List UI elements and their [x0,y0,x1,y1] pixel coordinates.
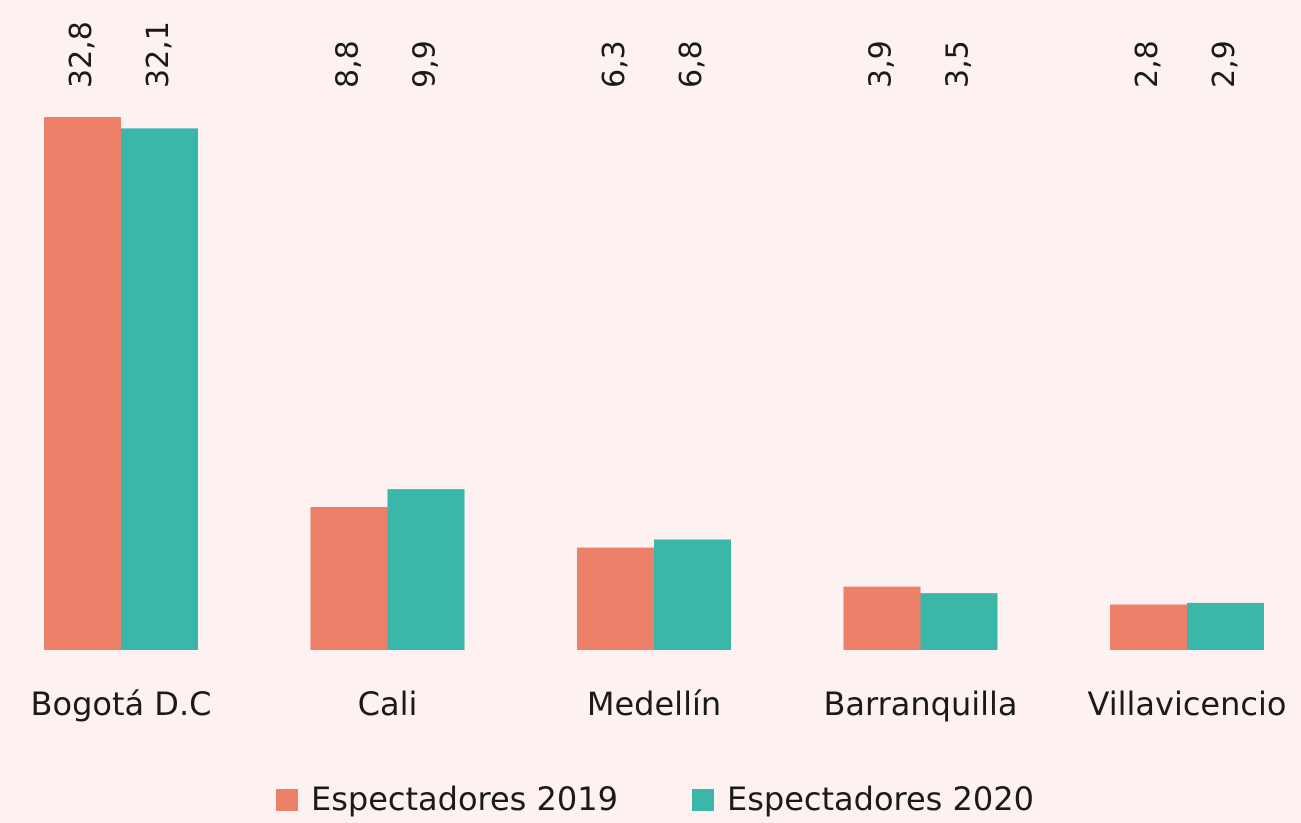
bar [44,117,121,650]
x-tick-label: Cali [358,685,418,723]
value-label: 6,3 [597,40,632,88]
x-tick-label: Villavicencio [1088,685,1287,723]
bar [843,586,921,650]
legend-label: Espectadores 2020 [727,780,1034,818]
legend-label: Espectadores 2019 [311,780,618,818]
value-label: 9,9 [408,40,443,88]
value-label: 8,8 [331,40,366,88]
value-label: 32,1 [141,21,176,88]
bar [1110,604,1187,650]
bar [121,128,198,650]
x-tick-label: Barranquilla [823,685,1017,723]
x-tick-label: Bogotá D.C [31,685,212,723]
legend-swatch [276,789,298,811]
legend-swatch [692,789,714,811]
value-label: 2,8 [1130,40,1165,88]
bar [920,593,998,650]
value-label: 3,5 [941,40,976,88]
value-label: 6,8 [674,40,709,88]
value-label: 2,9 [1207,40,1242,88]
bar [654,539,731,650]
bar [310,507,388,650]
value-label: 3,9 [864,40,899,88]
bar [387,489,465,650]
bar [577,547,654,650]
bar [1187,602,1264,650]
x-tick-label: Medellín [587,685,721,723]
value-label: 32,8 [64,21,99,88]
